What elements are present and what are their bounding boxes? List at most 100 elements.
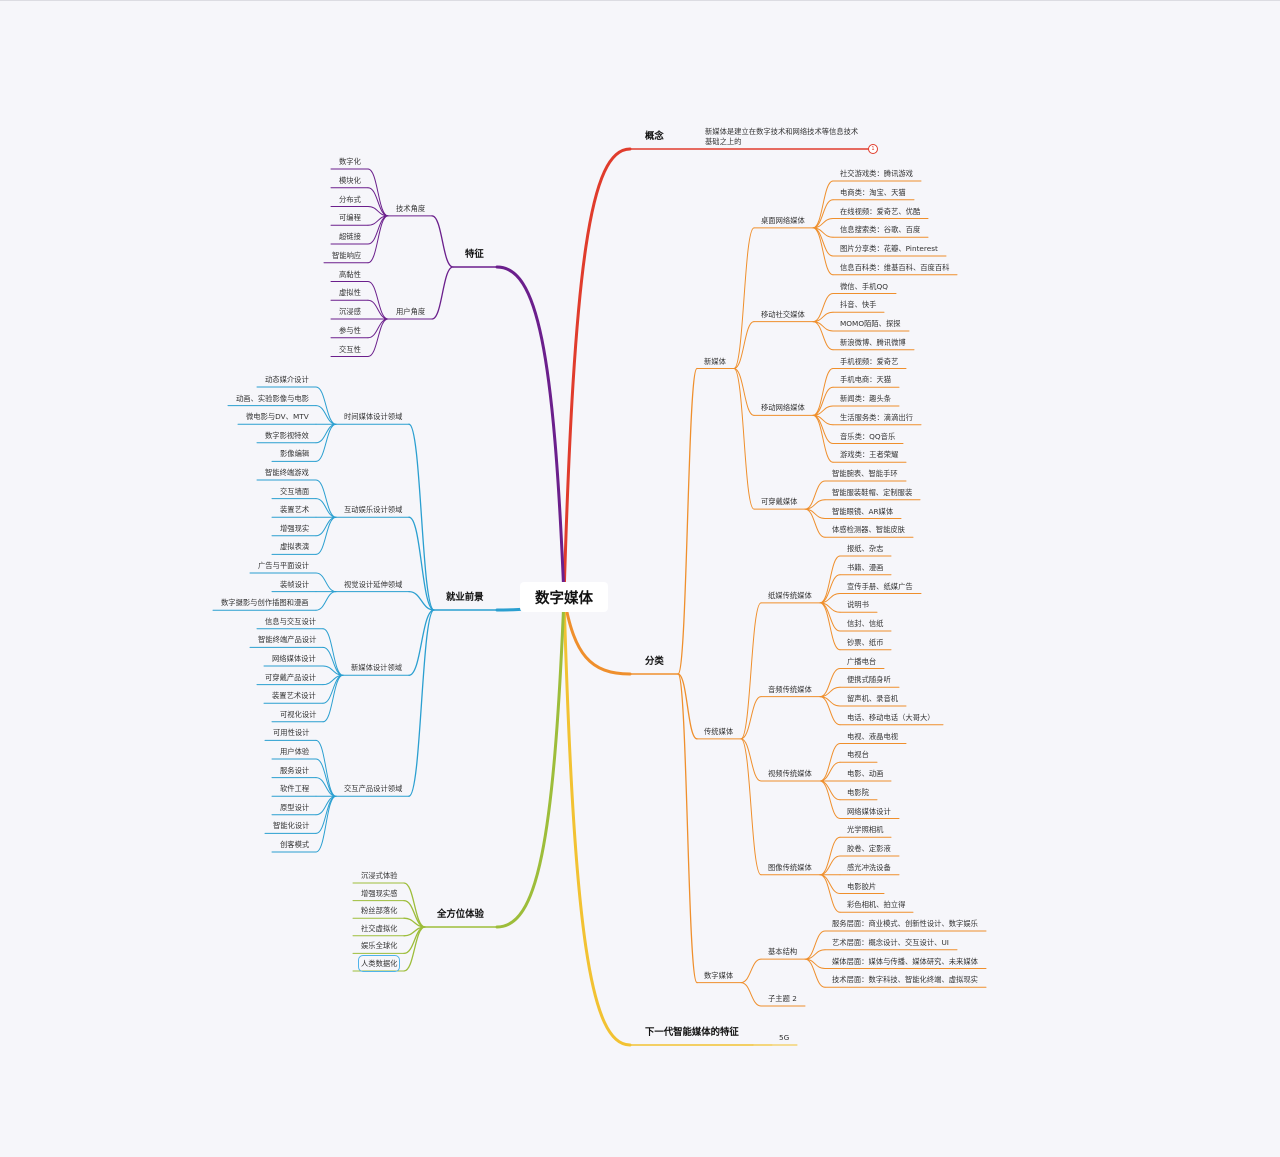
topic-node[interactable]: 电视、液晶电视	[847, 731, 899, 741]
topic-node[interactable]: 技术层面：数字科技、智能化终端、虚拟现实	[832, 975, 978, 985]
topic-node[interactable]: 用户角度	[396, 307, 426, 316]
topic-node[interactable]: 粉丝部落化	[361, 906, 398, 916]
topic-node[interactable]: 新媒体是建立在数字技术和网络技术等信息技术基础之上的	[705, 127, 859, 146]
topic-node[interactable]: 参与性	[339, 325, 361, 335]
topic-node[interactable]: 装帧设计	[280, 579, 310, 589]
topic-node[interactable]: 基本结构	[768, 947, 798, 957]
topic-node[interactable]: 可穿戴媒体	[761, 497, 798, 507]
topic-node[interactable]: 原型设计	[280, 802, 310, 812]
topic-node[interactable]: 手机视频：爱奇艺	[840, 356, 899, 366]
topic-node[interactable]: 服务层面：商业模式、创新性设计、数字娱乐	[832, 919, 978, 928]
topic-node[interactable]: 分布式	[339, 194, 361, 204]
branch-topic[interactable]: 全方位体验	[437, 909, 484, 920]
topic-node[interactable]: 社交游戏类：腾讯游戏	[840, 169, 913, 178]
topic-node[interactable]: 电影院	[847, 787, 869, 797]
topic-node[interactable]: 可穿戴产品设计	[265, 672, 317, 682]
topic-node[interactable]: 智能眼镜、AR媒体	[832, 506, 894, 516]
topic-node[interactable]: 信息搜索类：谷歌、百度	[840, 225, 921, 235]
topic-node[interactable]: 移动社交媒体	[761, 309, 805, 319]
topic-node[interactable]: 电影、动画	[847, 769, 884, 778]
topic-node[interactable]: 社交虚拟化	[361, 923, 398, 933]
topic-node[interactable]: 娱乐全球化	[361, 941, 398, 951]
topic-node[interactable]: 广告与平面设计	[258, 561, 310, 570]
topic-node[interactable]: 子主题 2	[768, 994, 797, 1003]
topic-node[interactable]: 书籍、漫画	[847, 562, 884, 572]
topic-node[interactable]: 艺术层面：概念设计、交互设计、UI	[832, 937, 949, 947]
topic-node[interactable]: 留声机、录音机	[847, 694, 899, 703]
topic-node[interactable]: 高黏性	[339, 269, 361, 279]
branch-topic[interactable]: 分类	[645, 656, 664, 667]
topic-node[interactable]: 光学照相机	[847, 825, 884, 835]
topic-node[interactable]: 智能响应	[332, 250, 362, 260]
topic-node[interactable]: 游戏类：王者荣耀	[840, 450, 899, 460]
topic-node[interactable]: 在线视频：爱奇艺、优酷	[840, 206, 921, 216]
topic-node[interactable]: 宣传手册、纸媒广告	[847, 581, 913, 591]
topic-node[interactable]: 彩色相机、拍立得	[847, 900, 906, 910]
topic-node[interactable]: 数字化	[339, 157, 361, 166]
topic-node[interactable]: 感光冲洗设备	[847, 862, 891, 872]
topic-node[interactable]: 互动娱乐设计领域	[344, 505, 403, 515]
topic-node[interactable]: 智能服装鞋帽、定制服装	[832, 487, 913, 497]
root-topic[interactable]: 数字媒体	[520, 582, 608, 612]
topic-node[interactable]: 广播电台	[847, 656, 877, 666]
topic-node[interactable]: 微电影与DV、MTV	[246, 412, 309, 422]
topic-node[interactable]: 人类数据化	[357, 955, 401, 972]
topic-node[interactable]: 交互产品设计领域	[344, 784, 403, 794]
topic-node[interactable]: 装置艺术设计	[272, 691, 316, 701]
branch-topic[interactable]: 概念	[645, 131, 664, 142]
topic-node[interactable]: 服务设计	[280, 765, 310, 775]
topic-node[interactable]: 手机电商：天猫	[840, 375, 892, 385]
topic-node[interactable]: 媒体层面：媒体与传播、媒体研究、未来媒体	[832, 956, 978, 966]
topic-node[interactable]: 交互墙面	[280, 486, 310, 496]
topic-node[interactable]: 新媒体	[704, 356, 726, 366]
topic-node[interactable]: 抖音、快手	[840, 300, 877, 310]
topic-node[interactable]: 装置艺术	[280, 505, 310, 515]
topic-node[interactable]: 数字摄影与创作插图和漫画	[221, 598, 309, 608]
topic-node[interactable]: 生活服务类：滴滴出行	[840, 412, 913, 422]
topic-node[interactable]: 信息与交互设计	[265, 616, 317, 626]
topic-node[interactable]: 用户体验	[280, 747, 310, 756]
topic-node[interactable]: 便携式随身听	[847, 675, 891, 685]
topic-node[interactable]: 智能终端产品设计	[258, 635, 317, 645]
topic-node[interactable]: 影像编辑	[280, 449, 310, 459]
topic-node[interactable]: 视频传统媒体	[768, 769, 812, 778]
topic-node[interactable]: 沉浸感	[339, 307, 361, 316]
topic-node[interactable]: 图像传统媒体	[768, 862, 812, 872]
topic-node[interactable]: 数字影视特效	[265, 430, 309, 440]
note-count-badge[interactable]: 1	[868, 144, 878, 154]
topic-node[interactable]: 音频传统媒体	[768, 684, 812, 694]
topic-node[interactable]: 电话、移动电话（大哥大）	[847, 712, 935, 722]
topic-node[interactable]: 增强现实	[280, 523, 310, 533]
topic-node[interactable]: 新媒体设计领域	[351, 663, 403, 673]
topic-node[interactable]: 新闻类：趣头条	[840, 394, 892, 403]
topic-node[interactable]: 视觉设计延伸领域	[344, 579, 403, 589]
topic-node[interactable]: 电视台	[847, 750, 869, 760]
topic-node[interactable]: 虚拟性	[339, 288, 361, 298]
topic-node[interactable]: 动态媒介设计	[265, 375, 309, 384]
topic-node[interactable]: 微信、手机QQ	[840, 281, 888, 291]
topic-node[interactable]: 传统媒体	[704, 726, 734, 736]
topic-node[interactable]: 体感检测器、智能皮肤	[832, 525, 905, 535]
topic-node[interactable]: 说明书	[847, 600, 869, 610]
topic-node[interactable]: 动画、实验影像与电影	[236, 393, 309, 403]
topic-node[interactable]: 虚拟表演	[280, 542, 310, 552]
topic-node[interactable]: 软件工程	[280, 784, 310, 794]
topic-node[interactable]: 可视化设计	[280, 709, 317, 719]
topic-node[interactable]: 网络媒体设计	[272, 654, 316, 663]
topic-node[interactable]: 图片分享类：花瓣、Pinterest	[840, 244, 938, 253]
topic-node[interactable]: 智能腕表、智能手环	[832, 469, 898, 478]
topic-node[interactable]: 新浪微博、腾讯微博	[840, 337, 906, 347]
topic-node[interactable]: 移动网络媒体	[761, 403, 805, 413]
topic-node[interactable]: 桌面网络媒体	[761, 215, 805, 225]
topic-node[interactable]: 胶卷、定影液	[847, 844, 891, 853]
topic-node[interactable]: 电商类：淘宝、天猫	[840, 187, 906, 197]
topic-node[interactable]: 数字媒体	[704, 970, 734, 980]
topic-node[interactable]: 交互性	[339, 344, 361, 354]
topic-node[interactable]: 沉浸式体验	[361, 871, 398, 880]
branch-topic[interactable]: 下一代智能媒体的特征	[645, 1027, 739, 1038]
topic-node[interactable]: 网络媒体设计	[847, 806, 891, 816]
topic-node[interactable]: 音乐类：QQ音乐	[840, 431, 896, 441]
topic-node[interactable]: 增强现实感	[361, 888, 398, 898]
topic-node[interactable]: 时间媒体设计领域	[344, 412, 403, 422]
